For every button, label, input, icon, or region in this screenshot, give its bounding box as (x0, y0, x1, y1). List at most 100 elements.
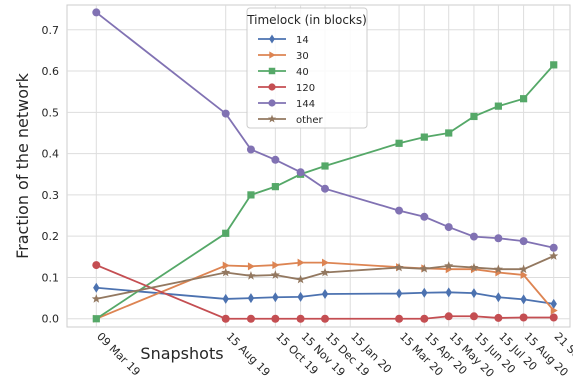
data-point-30 (297, 258, 305, 267)
x-tick-label: 09 Mar 19 (94, 330, 143, 379)
data-point-other (246, 271, 256, 280)
data-point-120 (246, 314, 255, 323)
data-point-120 (420, 314, 429, 323)
legend-item-120: 120 (258, 83, 315, 94)
data-point-30 (550, 306, 558, 315)
data-point-14 (321, 288, 329, 299)
series-40 (92, 61, 558, 323)
legend-item-other: other (258, 114, 324, 126)
data-point-other (444, 261, 454, 270)
data-point-other (419, 263, 429, 273)
data-point-30 (322, 258, 330, 267)
data-point-120 (519, 313, 528, 322)
data-point-14 (495, 292, 502, 303)
data-point-120 (321, 314, 330, 323)
data-point-other (549, 251, 559, 260)
legend-marker-120 (268, 83, 276, 91)
data-point-other (519, 264, 529, 274)
series-14 (93, 282, 557, 309)
data-point-120 (549, 313, 558, 322)
y-tick-label: 0.6 (42, 65, 60, 78)
legend-item-144: 144 (258, 99, 315, 110)
data-point-144 (519, 237, 528, 246)
legend-item-40: 40 (258, 67, 309, 78)
data-point-144 (494, 234, 503, 243)
legend: Timelock (in blocks) 14 30 40 120 144 other (246, 7, 368, 129)
series-other (91, 251, 559, 303)
data-point-other (221, 267, 231, 277)
data-point-144 (246, 145, 255, 154)
legend-label: 144 (296, 99, 315, 110)
legend-marker-40 (268, 67, 276, 75)
data-point-120 (271, 314, 280, 323)
legend-marker-30 (269, 51, 276, 59)
data-point-120 (469, 312, 478, 321)
y-axis-ticks: 0.0 0.1 0.2 0.3 0.4 0.5 0.6 0.7 (42, 24, 60, 326)
x-axis-label: Snapshots (140, 344, 223, 363)
legend-label: 120 (296, 83, 315, 94)
data-point-14 (520, 294, 527, 305)
data-point-120 (494, 313, 503, 322)
data-point-144 (221, 109, 230, 118)
data-point-40 (92, 315, 100, 323)
legend-label: other (296, 115, 324, 126)
data-point-40 (520, 95, 528, 103)
legend-title: Timelock (in blocks) (246, 13, 367, 27)
data-point-40 (271, 183, 279, 191)
data-point-120 (296, 314, 305, 323)
data-point-40 (247, 191, 255, 199)
data-point-30 (222, 261, 230, 270)
data-point-144 (420, 212, 429, 221)
data-point-other (296, 274, 306, 284)
legend-box (246, 7, 368, 129)
data-point-144 (296, 168, 305, 177)
data-point-30 (520, 270, 528, 279)
data-point-14 (272, 292, 279, 303)
legend-item-30: 30 (258, 51, 309, 62)
series-layer (91, 8, 559, 323)
x-tick-label: 15 Aug 19 (224, 330, 273, 379)
data-point-144 (469, 232, 478, 241)
data-point-14 (247, 293, 255, 304)
legend-marker-144 (268, 99, 276, 107)
data-point-other (394, 262, 404, 272)
data-point-14 (297, 291, 304, 302)
data-point-other (91, 294, 101, 303)
legend-label: 30 (296, 51, 309, 62)
series-120 (92, 261, 558, 323)
data-point-14 (93, 282, 100, 293)
data-point-40 (445, 129, 453, 137)
data-point-other (320, 267, 330, 277)
data-point-other (270, 270, 280, 279)
y-tick-label: 0.5 (42, 106, 60, 119)
data-point-40 (321, 162, 329, 170)
data-point-30 (247, 262, 255, 271)
data-point-120 (444, 312, 453, 321)
data-point-40 (222, 229, 230, 237)
data-point-14 (222, 293, 229, 304)
data-point-14 (550, 298, 557, 309)
data-point-144 (395, 206, 404, 215)
y-tick-label: 0.0 (42, 313, 60, 326)
data-point-14 (395, 288, 403, 299)
data-point-14 (445, 287, 452, 298)
legend-item-14: 14 (258, 34, 309, 46)
data-point-144 (92, 8, 101, 17)
legend-label: 40 (296, 67, 309, 78)
data-point-14 (421, 287, 428, 298)
data-point-120 (395, 314, 404, 323)
data-point-120 (221, 314, 230, 323)
y-tick-label: 0.1 (42, 271, 60, 284)
y-axis-label: Fraction of the network (13, 72, 32, 259)
data-point-144 (444, 223, 453, 232)
data-point-40 (470, 112, 478, 121)
data-point-40 (494, 102, 502, 110)
data-point-40 (550, 61, 558, 69)
data-point-other (469, 262, 479, 272)
data-point-30 (272, 261, 280, 270)
legend-label: 14 (296, 35, 309, 46)
data-point-40 (395, 139, 403, 147)
data-point-144 (549, 243, 558, 252)
data-point-144 (321, 184, 330, 193)
